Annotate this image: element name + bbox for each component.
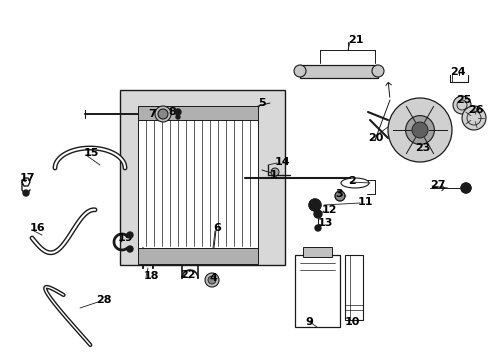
Circle shape	[270, 168, 279, 176]
Text: 16: 16	[30, 223, 45, 233]
Circle shape	[293, 65, 305, 77]
Circle shape	[452, 96, 470, 114]
Text: 12: 12	[321, 205, 337, 215]
Circle shape	[308, 199, 320, 211]
Text: 23: 23	[414, 143, 429, 153]
Text: 3: 3	[334, 189, 342, 199]
Text: 2: 2	[347, 176, 355, 186]
Bar	[138, 106, 258, 120]
Circle shape	[313, 210, 321, 218]
Circle shape	[387, 98, 451, 162]
Text: 28: 28	[96, 295, 111, 305]
Circle shape	[461, 106, 485, 130]
Text: 9: 9	[305, 317, 312, 327]
Text: 10: 10	[345, 317, 360, 327]
Text: 8: 8	[168, 107, 175, 117]
Bar	[345, 255, 362, 320]
Bar	[303, 247, 331, 257]
Text: 24: 24	[449, 67, 465, 77]
Bar	[294, 255, 339, 327]
Bar	[138, 248, 258, 264]
Text: 7: 7	[148, 109, 156, 119]
Bar	[299, 65, 377, 78]
Text: 21: 21	[347, 35, 363, 45]
Text: 5: 5	[258, 98, 265, 108]
Text: 4: 4	[209, 273, 218, 283]
Circle shape	[204, 273, 219, 287]
Circle shape	[334, 191, 345, 201]
Text: 26: 26	[467, 105, 483, 115]
Circle shape	[460, 183, 470, 193]
Circle shape	[158, 109, 168, 119]
Circle shape	[411, 122, 427, 138]
Circle shape	[371, 65, 383, 77]
Text: 17: 17	[20, 173, 36, 183]
Circle shape	[127, 232, 133, 238]
Circle shape	[314, 225, 320, 231]
Text: 11: 11	[357, 197, 373, 207]
Text: 27: 27	[429, 180, 445, 190]
Circle shape	[175, 109, 181, 115]
Bar	[120, 90, 285, 265]
Text: 15: 15	[84, 148, 99, 158]
Circle shape	[176, 115, 180, 119]
Text: 14: 14	[274, 157, 290, 167]
Text: 1: 1	[269, 170, 277, 180]
Text: 25: 25	[455, 95, 470, 105]
Text: 20: 20	[367, 133, 383, 143]
Text: 18: 18	[143, 271, 159, 281]
Bar	[138, 118, 258, 248]
Circle shape	[155, 106, 171, 122]
Text: 19: 19	[118, 233, 133, 243]
Text: 22: 22	[180, 270, 195, 280]
Circle shape	[23, 190, 29, 196]
Text: 13: 13	[317, 218, 333, 228]
Circle shape	[207, 276, 216, 284]
Text: 6: 6	[213, 223, 221, 233]
Circle shape	[127, 246, 133, 252]
Circle shape	[405, 116, 433, 144]
